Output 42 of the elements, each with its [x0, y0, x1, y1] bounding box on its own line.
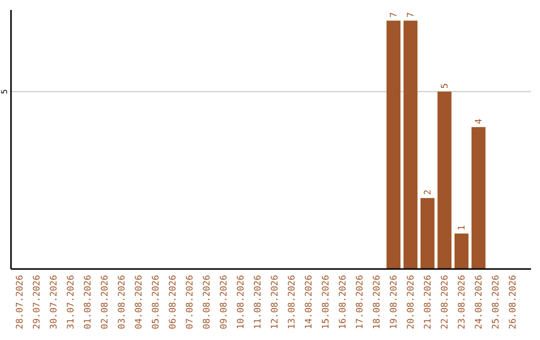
x-tick-label: 05.08.2026 [152, 275, 162, 330]
x-tick-label: 28.07.2026 [16, 275, 26, 330]
x-tick-label: 04.08.2026 [134, 275, 144, 330]
bar [472, 127, 486, 269]
x-tick-label: 10.08.2026 [236, 275, 246, 330]
x-tick-label: 01.08.2026 [84, 275, 94, 330]
x-tick-label: 23.08.2026 [458, 275, 468, 330]
x-tick-label: 08.08.2026 [202, 275, 212, 330]
data-label: 4 [474, 118, 484, 124]
x-tick-label: 20.08.2026 [406, 275, 416, 330]
x-tick-label: 03.08.2026 [118, 275, 128, 330]
x-tick-label: 22.08.2026 [440, 275, 450, 330]
x-tick-label: 29.07.2026 [32, 275, 42, 330]
bar [438, 92, 452, 269]
x-tick-label: 30.07.2026 [50, 275, 60, 330]
data-label: 7 [406, 12, 416, 18]
data-label: 2 [424, 190, 434, 196]
x-tick-label: 11.08.2026 [254, 275, 264, 330]
x-tick-label: 15.08.2026 [322, 275, 332, 330]
data-label: 5 [440, 83, 450, 89]
data-label: 1 [458, 225, 468, 231]
x-tick-label: 14.08.2026 [304, 275, 314, 330]
x-tick-label: 09.08.2026 [220, 275, 230, 330]
x-tick-label: 17.08.2026 [356, 275, 366, 330]
x-tick-label: 19.08.2026 [390, 275, 400, 330]
x-tick-label: 31.07.2026 [66, 275, 76, 330]
x-tick-label: 25.08.2026 [492, 275, 502, 330]
x-tick-label: 18.08.2026 [372, 275, 382, 330]
x-tick-label: 16.08.2026 [338, 275, 348, 330]
x-tick-label: 12.08.2026 [270, 275, 280, 330]
bar [454, 234, 468, 269]
x-tick-label: 06.08.2026 [168, 275, 178, 330]
bar [386, 20, 400, 269]
x-tick-label: 13.08.2026 [288, 275, 298, 330]
data-label: 7 [390, 12, 400, 18]
x-tick-label: 07.08.2026 [186, 275, 196, 330]
x-tick-label: 26.08.2026 [508, 275, 518, 330]
x-tick-label: 24.08.2026 [474, 275, 484, 330]
x-tick-label: 02.08.2026 [100, 275, 110, 330]
x-tick-label: 21.08.2026 [424, 275, 434, 330]
bar [420, 198, 434, 269]
bar [404, 20, 418, 269]
